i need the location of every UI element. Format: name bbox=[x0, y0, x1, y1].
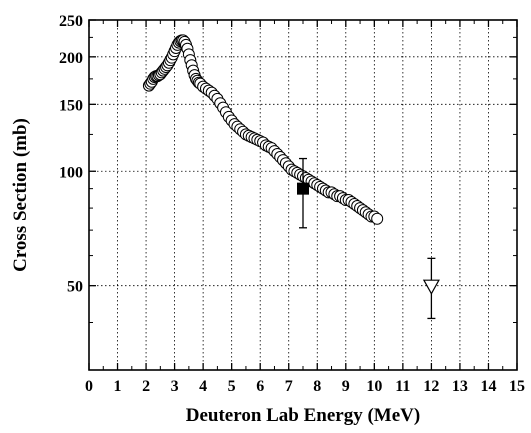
series-open-circle bbox=[142, 34, 384, 225]
x-tick-label: 12 bbox=[423, 378, 439, 395]
series-filled-square bbox=[297, 157, 309, 229]
series-open-triangle-down bbox=[422, 257, 440, 320]
data-point bbox=[297, 182, 309, 195]
x-tick-label: 15 bbox=[509, 378, 525, 395]
x-tick-label: 8 bbox=[313, 378, 321, 395]
x-axis-label: Deuteron Lab Energy (MeV) bbox=[186, 405, 420, 426]
y-tick-label: 100 bbox=[59, 164, 83, 181]
y-tick-label: 50 bbox=[67, 279, 83, 296]
y-tick-label: 150 bbox=[59, 97, 83, 114]
x-tick-label: 1 bbox=[114, 378, 122, 395]
axis-ticks bbox=[88, 19, 518, 370]
data-point bbox=[371, 212, 384, 225]
grid-lines bbox=[89, 20, 517, 370]
x-tick-label: 7 bbox=[285, 378, 293, 395]
x-tick-labels: 0 1 2 3 4 5 6 7 8 9 10 11 12 13 14 15 bbox=[85, 378, 525, 395]
data-point bbox=[422, 279, 440, 295]
x-tick-label: 3 bbox=[171, 378, 179, 395]
x-tick-label: 2 bbox=[142, 378, 150, 395]
x-tick-label: 10 bbox=[366, 378, 382, 395]
y-axis-label: Cross Section (mb) bbox=[10, 118, 31, 272]
x-tick-label: 9 bbox=[342, 378, 350, 395]
x-tick-label: 4 bbox=[199, 378, 207, 395]
x-tick-label: 5 bbox=[228, 378, 236, 395]
x-tick-label: 6 bbox=[256, 378, 264, 395]
x-tick-label: 0 bbox=[85, 378, 93, 395]
data-series bbox=[142, 34, 440, 320]
y-tick-label: 250 bbox=[59, 13, 83, 30]
x-tick-label: 11 bbox=[395, 378, 410, 395]
x-tick-label: 13 bbox=[452, 378, 468, 395]
x-tick-label: 14 bbox=[480, 378, 496, 395]
y-tick-labels: 50 100 150 200 250 bbox=[59, 13, 83, 296]
y-tick-label: 200 bbox=[59, 50, 83, 67]
